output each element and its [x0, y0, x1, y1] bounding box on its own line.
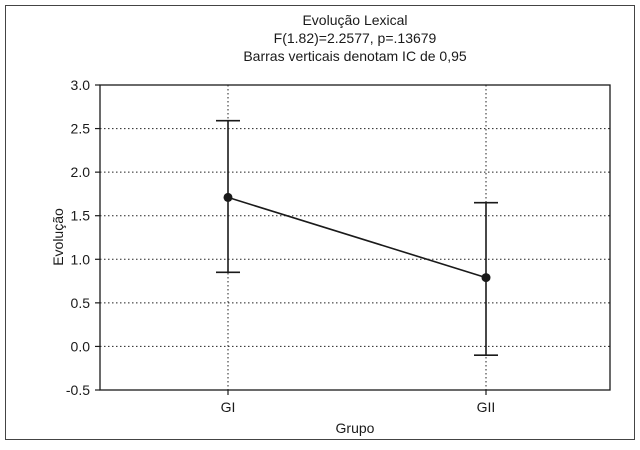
x-axis-tick-labels: GI GII — [221, 399, 496, 415]
chart-subtitle-line-1: F(1.82)=2.2577, p=.13679 — [274, 30, 437, 46]
chart-subtitle-line-2: Barras verticais denotam IC de 0,95 — [243, 48, 467, 64]
x-tick-label: GII — [477, 399, 496, 415]
figure-frame — [5, 5, 635, 440]
y-tick-label: 2.5 — [71, 121, 91, 137]
y-tick-label: 1.5 — [71, 208, 91, 224]
series-line — [227, 196, 487, 279]
chart-title: Evolução Lexical — [302, 12, 407, 28]
y-tick-label: 1.0 — [71, 251, 91, 267]
y-tick-label: -0.5 — [66, 382, 90, 398]
y-tick-label: 0.5 — [71, 295, 91, 311]
y-axis-label: Evolução — [50, 208, 66, 266]
y-tick-label: 0.0 — [71, 338, 91, 354]
y-tick-label: 2.0 — [71, 164, 91, 180]
x-axis-label: Grupo — [336, 420, 375, 436]
y-tick-label: 3.0 — [71, 77, 91, 93]
axis-ticks — [95, 84, 487, 395]
x-tick-label: GI — [221, 399, 236, 415]
plot-area — [99, 84, 611, 391]
series-group — [216, 119, 498, 356]
data-point-GII — [481, 273, 491, 283]
y-axis-tick-labels: -0.5 0.0 0.5 1.0 1.5 2.0 2.5 3.0 — [66, 77, 90, 398]
data-point-GI — [223, 192, 233, 202]
